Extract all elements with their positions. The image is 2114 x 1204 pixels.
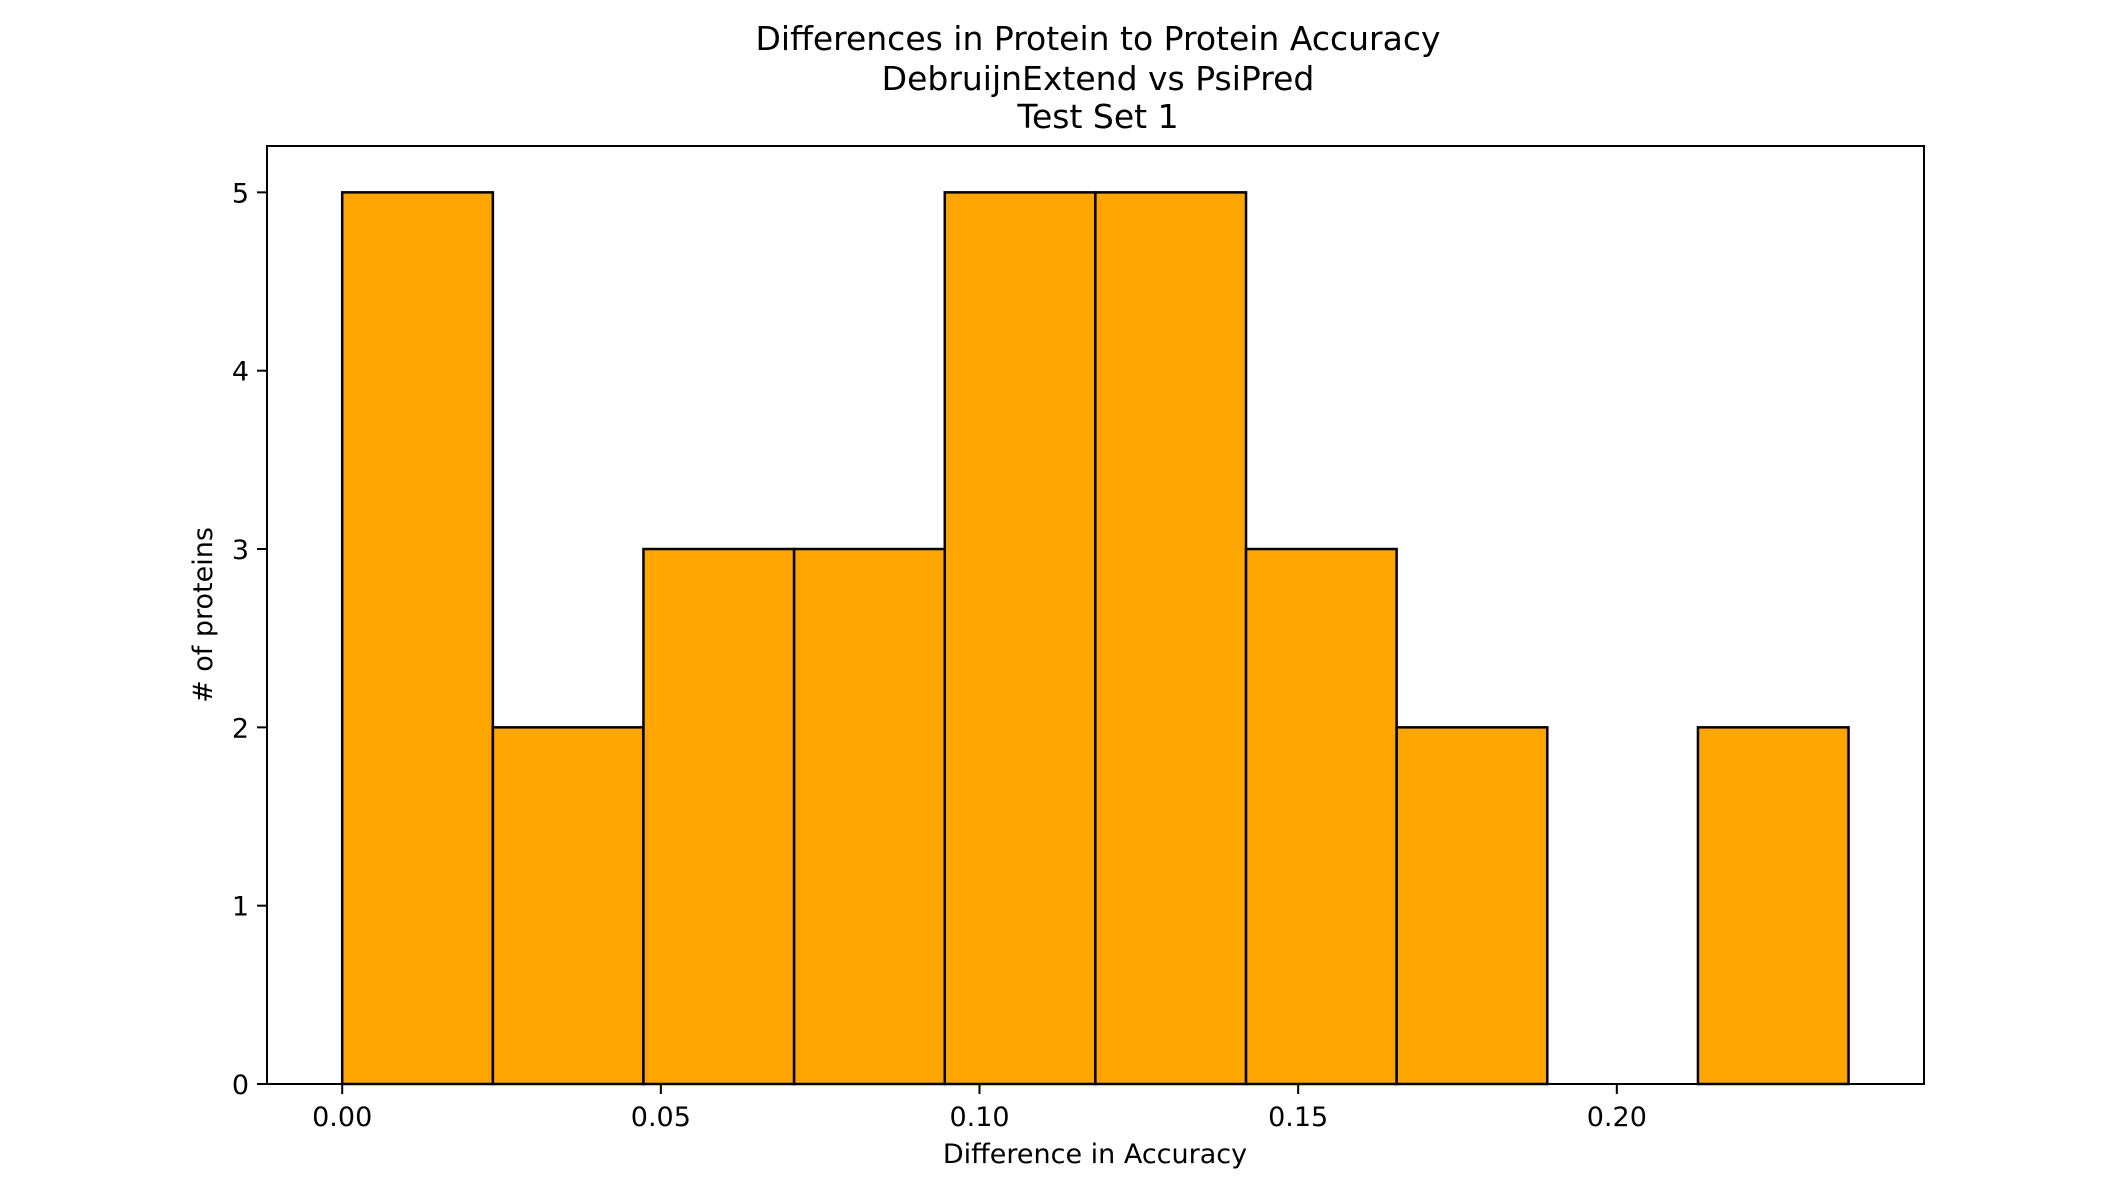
- x-tick-label: 0.20: [1587, 1102, 1647, 1133]
- x-tick-label: 0.05: [631, 1102, 691, 1133]
- plot-area-frame: [266, 145, 1925, 1085]
- histogram-bar: [1696, 726, 1850, 1086]
- y-tick-label: 4: [232, 357, 249, 388]
- x-tick-label: 0.15: [1268, 1102, 1328, 1133]
- chart-title-line-2: DebruijnExtend vs PsiPred: [882, 59, 1315, 98]
- x-tick-label: 0.00: [312, 1102, 372, 1133]
- y-tick-label: 1: [232, 892, 249, 923]
- y-tick-label: 2: [232, 713, 249, 744]
- histogram-bars: [340, 191, 1850, 1086]
- histogram-bar: [491, 726, 645, 1086]
- x-tick-label: 0.10: [949, 1102, 1009, 1133]
- y-axis-label: # of proteins: [188, 527, 219, 703]
- x-axis-ticks: 0.00 0.05 0.10 0.15 0.20: [312, 1084, 1647, 1133]
- histogram-bar: [943, 191, 1097, 1086]
- histogram-bar: [1395, 726, 1549, 1086]
- chart-title-line-1: Differences in Protein to Protein Accura…: [756, 19, 1441, 58]
- histogram-bar: [1244, 547, 1398, 1086]
- x-axis-label: Difference in Accuracy: [943, 1139, 1247, 1170]
- histogram-bar: [792, 547, 947, 1086]
- chart-title-line-3: Test Set 1: [1016, 97, 1178, 136]
- y-tick-label: 3: [232, 535, 249, 566]
- y-tick-label: 5: [232, 178, 249, 209]
- y-axis-ticks: 0 1 2 3 4 5: [232, 178, 267, 1101]
- histogram-bar: [340, 191, 495, 1086]
- histogram-bar: [1094, 191, 1248, 1086]
- histogram-bar: [642, 547, 796, 1086]
- y-tick-label: 0: [232, 1070, 249, 1101]
